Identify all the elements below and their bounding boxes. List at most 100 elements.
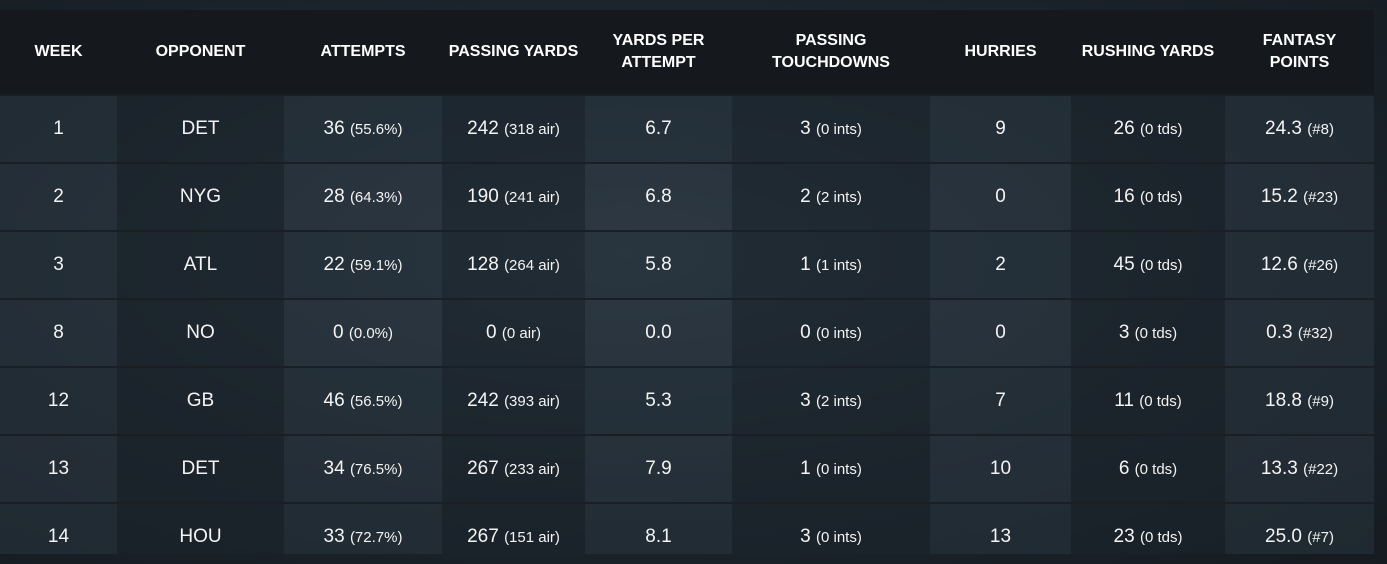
header-passing-yards[interactable]: PASSING YARDS [442,10,585,95]
table-body: 1 DET 36 (55.6%) 242 (318 air) 6.7 3 (0 ints)… [0,94,1374,554]
cell-attempts-detail: (59.1%) [349,257,403,274]
cell-rushing-yards-value: 45 [1113,254,1135,275]
header-rushing-yards[interactable]: RUSHING YARDS [1071,10,1225,95]
cell-attempts: 0 (0.0%) [284,298,442,367]
cell-passing-touchdowns-value: 1 [800,254,811,275]
cell-fantasy-points-value: 18.8 [1265,390,1302,411]
cell-hurries: 0 [930,298,1071,367]
cell-passing-touchdowns-value: 3 [800,390,811,411]
cell-passing-yards: 190 (241 air) [442,162,585,231]
cell-rushing-yards: 11 (0 tds) [1071,366,1225,435]
cell-fantasy-points-detail: (#9) [1307,393,1334,410]
header-week[interactable]: WEEK [0,10,117,95]
cell-hurries-value: 0 [995,186,1006,207]
cell-week: 13 [0,434,117,503]
cell-passing-touchdowns-detail: (0 ints) [816,529,862,546]
cell-hurries-value: 0 [995,322,1006,343]
cell-attempts-detail: (64.3%) [349,189,403,206]
cell-attempts-detail: (76.5%) [349,461,403,478]
cell-rushing-yards-detail: (0 tds) [1139,189,1183,206]
cell-attempts-detail: (56.5%) [349,393,403,410]
header-attempts[interactable]: ATTEMPTS [284,10,442,95]
cell-fantasy-points-detail: (#32) [1297,325,1333,342]
cell-hurries: 13 [930,502,1071,554]
cell-hurries-value: 2 [995,254,1006,275]
header-fantasy-points[interactable]: FANTASY POINTS [1225,10,1374,95]
cell-week-value: 1 [53,118,64,139]
cell-passing-touchdowns-detail: (1 ints) [816,257,862,274]
cell-passing-yards-detail: (393 air) [504,393,560,410]
cell-rushing-yards-detail: (0 tds) [1139,529,1183,546]
cell-passing-touchdowns-value: 0 [800,322,811,343]
cell-rushing-yards: 16 (0 tds) [1071,162,1225,231]
cell-passing-yards-value: 267 [467,458,499,479]
cell-fantasy-points-value: 25.0 [1265,526,1302,547]
cell-opponent: NYG [117,162,284,231]
cell-week: 12 [0,366,117,435]
cell-opponent: DET [117,434,284,503]
cell-fantasy-points-value: 12.6 [1260,254,1298,275]
cell-attempts: 36 (55.6%) [284,94,442,163]
cell-passing-yards: 242 (393 air) [442,366,585,435]
cell-attempts-value: 46 [323,390,345,411]
cell-rushing-yards-value: 23 [1113,526,1135,547]
cell-yards-per-attempt: 5.3 [585,366,732,435]
cell-passing-yards-detail: (0 air) [501,325,542,342]
table-header: WEEK OPPONENT ATTEMPTS PASSING YARDS YAR… [0,10,1374,95]
cell-yards-per-attempt-value: 0.0 [645,322,672,343]
header-yards-per-attempt[interactable]: YARDS PER ATTEMPT [585,10,732,95]
cell-attempts-value: 33 [323,526,345,547]
cell-passing-yards-detail: (264 air) [504,257,560,274]
cell-passing-yards: 0 (0 air) [442,298,585,367]
cell-passing-touchdowns-detail: (0 ints) [816,325,862,342]
cell-attempts: 22 (59.1%) [284,230,442,299]
cell-rushing-yards-detail: (0 tds) [1139,393,1182,410]
cell-passing-touchdowns-value: 1 [800,458,811,479]
stats-table-container: WEEK OPPONENT ATTEMPTS PASSING YARDS YAR… [0,10,1374,554]
cell-attempts-detail: (72.7%) [349,529,403,546]
weekly-stats-table: WEEK OPPONENT ATTEMPTS PASSING YARDS YAR… [0,10,1374,554]
cell-passing-touchdowns-value: 3 [800,118,811,139]
cell-week: 3 [0,230,117,299]
cell-yards-per-attempt-value: 5.3 [645,390,672,411]
table-row: 14 HOU 33 (72.7%) 267 (151 air) 8.1 3 (0 ints… [0,502,1374,554]
header-opponent[interactable]: OPPONENT [117,10,284,95]
header-passing-touchdowns[interactable]: PASSING TOUCHDOWNS [732,10,930,95]
cell-passing-touchdowns-value: 2 [800,186,811,207]
cell-rushing-yards-detail: (0 tds) [1134,325,1178,342]
cell-passing-touchdowns-detail: (0 ints) [816,121,862,138]
cell-rushing-yards-value: 3 [1118,322,1130,343]
cell-passing-yards-value: 128 [467,254,499,275]
cell-fantasy-points-detail: (#23) [1303,189,1339,206]
cell-fantasy-points-value: 24.3 [1265,118,1302,139]
cell-week-value: 14 [47,526,70,547]
table-row: 3 ATL 22 (59.1%) 128 (264 air) 5.8 1 (1 ints)… [0,230,1374,299]
header-hurries[interactable]: HURRIES [930,10,1071,95]
cell-hurries-value: 13 [989,526,1012,547]
cell-passing-touchdowns: 3 (0 ints) [732,94,930,163]
cell-fantasy-points: 12.6 (#26) [1225,230,1374,299]
cell-attempts-value: 34 [323,458,345,479]
cell-attempts-value: 22 [323,254,345,275]
cell-week: 1 [0,94,117,163]
cell-week-value: 2 [53,186,64,207]
header-row: WEEK OPPONENT ATTEMPTS PASSING YARDS YAR… [0,10,1374,95]
cell-opponent: HOU [117,502,284,554]
cell-rushing-yards-value: 26 [1113,118,1135,139]
cell-yards-per-attempt: 6.8 [585,162,732,231]
cell-yards-per-attempt: 7.9 [585,434,732,503]
cell-yards-per-attempt: 6.7 [585,94,732,163]
cell-rushing-yards-value: 6 [1118,458,1130,479]
cell-passing-yards-value: 190 [467,186,499,207]
cell-yards-per-attempt-value: 5.8 [645,254,672,275]
cell-fantasy-points-detail: (#7) [1307,529,1334,546]
cell-attempts: 46 (56.5%) [284,366,442,435]
cell-fantasy-points: 0.3 (#32) [1225,298,1374,367]
cell-week: 8 [0,298,117,367]
cell-rushing-yards: 3 (0 tds) [1071,298,1225,367]
cell-passing-yards: 128 (264 air) [442,230,585,299]
cell-passing-touchdowns: 3 (2 ints) [732,366,930,435]
cell-fantasy-points-detail: (#8) [1307,121,1334,138]
table-row: 2 NYG 28 (64.3%) 190 (241 air) 6.8 2 (2 ints)… [0,162,1374,231]
cell-attempts-value: 28 [323,186,345,207]
